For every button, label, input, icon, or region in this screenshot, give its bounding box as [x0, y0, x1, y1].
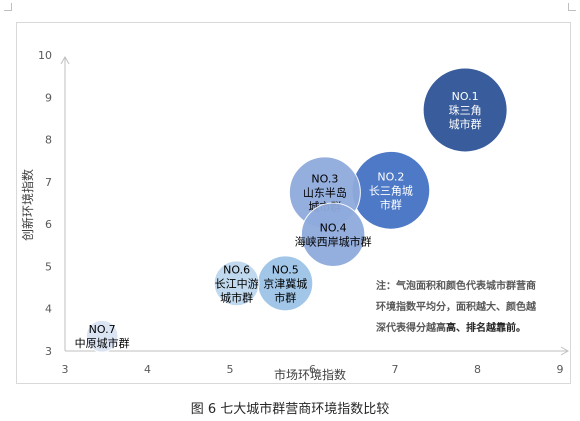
bubble-rank-label: NO.4	[320, 222, 347, 235]
axes	[60, 55, 570, 356]
note-line-3-b: 高、排名越靠前。	[446, 323, 526, 334]
x-tick-label: 8	[474, 363, 481, 376]
y-tick-label: 7	[45, 176, 52, 189]
bubble-name-label: 长江中游	[215, 277, 259, 290]
x-tick-label: 9	[557, 363, 564, 376]
y-axis-arrow	[60, 55, 70, 65]
bubble-circle	[300, 202, 366, 267]
figure-caption: 图 6 七大城市群营商环境指数比较	[190, 402, 390, 417]
chart-frame	[16, 22, 571, 384]
x-tick-label: 5	[227, 363, 234, 376]
y-tick-label: 9	[45, 91, 52, 104]
y-axis-title: 创新环境指数	[20, 169, 35, 241]
bubble-circle	[213, 260, 260, 307]
bubble-name-label: 长三角城	[369, 184, 413, 197]
bubble-rank-label: NO.5	[272, 263, 299, 276]
x-tick-label: 7	[392, 363, 399, 376]
bubble-rank-label: NO.7	[89, 323, 116, 336]
y-tick-label: 3	[45, 345, 52, 358]
bubble-name-label: 城市群	[220, 290, 253, 304]
y-tick-label: 8	[45, 134, 52, 147]
bubble-circle	[85, 319, 119, 353]
chart-note: 注：气泡面积和颜色代表城市群营商 环境指数平均分，面积越大、颜色越 深代表得分越…	[376, 276, 566, 339]
bubble-rank-label: NO.2	[377, 170, 404, 183]
bubble-rank-label: NO.3	[311, 172, 338, 185]
corner-mark-right	[568, 3, 576, 11]
x-tick-label: 4	[144, 363, 151, 376]
bubbles: NO.1珠三角城市群NO.2长三角城市群NO.3山东半岛城市群NO.4海峡西岸城…	[75, 67, 508, 353]
x-tick-label: 3	[62, 363, 69, 376]
x-tick-label: 6	[309, 363, 316, 376]
bubble-circle	[422, 67, 508, 153]
bubble-name-label: 山东半岛	[303, 185, 347, 199]
bubble-rank-label: NO.6	[223, 263, 250, 276]
bubble-name-label: 城市群	[449, 117, 482, 131]
y-tick-labels: 3 4 5 6 7 8 9 10	[38, 49, 52, 358]
y-tick-label: 6	[45, 218, 52, 231]
x-axis-arrow	[560, 346, 570, 356]
bubble-name-label: 珠三角	[449, 103, 482, 117]
x-axis-title: 市场环境指数	[274, 367, 346, 382]
y-tick-label: 4	[45, 303, 52, 316]
note-line-1: 注：气泡面积和颜色代表城市群营商	[376, 281, 536, 292]
bubble-name-label: 中原城市群	[75, 336, 130, 350]
x-tick-labels: 3 4 5 6 7 8 9	[62, 363, 564, 376]
note-line-3: 深代表得分越高高、排名越靠前。	[376, 318, 566, 339]
bubble-name-label: 市群	[274, 290, 296, 304]
bubble-name-label: 海峡西岸城市群	[295, 235, 372, 249]
y-tick-label: 10	[38, 49, 52, 62]
note-line-3-a: 深代表得分越高	[376, 323, 446, 334]
note-line-2: 环境指数平均分，面积越大、颜色越	[376, 302, 536, 313]
corner-mark-left	[4, 3, 12, 11]
bubble-name-label: 京津冀城	[263, 276, 307, 290]
bubble-name-label: 市群	[380, 197, 402, 211]
bubble-rank-label: NO.1	[452, 90, 479, 103]
y-tick-label: 5	[45, 260, 52, 273]
